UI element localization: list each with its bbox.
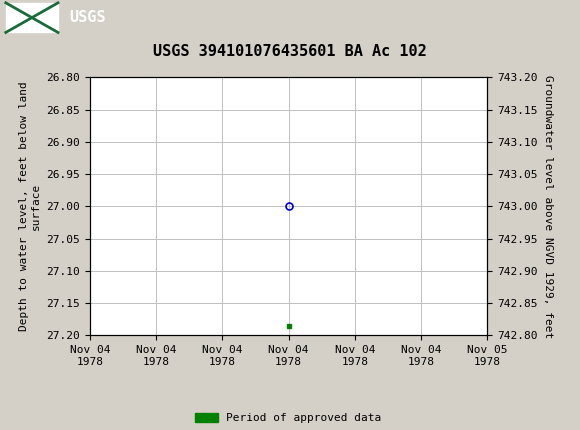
Text: USGS 394101076435601 BA Ac 102: USGS 394101076435601 BA Ac 102 xyxy=(153,44,427,59)
Text: USGS: USGS xyxy=(70,10,106,25)
Legend: Period of approved data: Period of approved data xyxy=(191,409,386,428)
Y-axis label: Depth to water level, feet below land
surface: Depth to water level, feet below land su… xyxy=(19,82,41,331)
Bar xyxy=(6,3,58,32)
Y-axis label: Groundwater level above NGVD 1929, feet: Groundwater level above NGVD 1929, feet xyxy=(543,75,553,338)
